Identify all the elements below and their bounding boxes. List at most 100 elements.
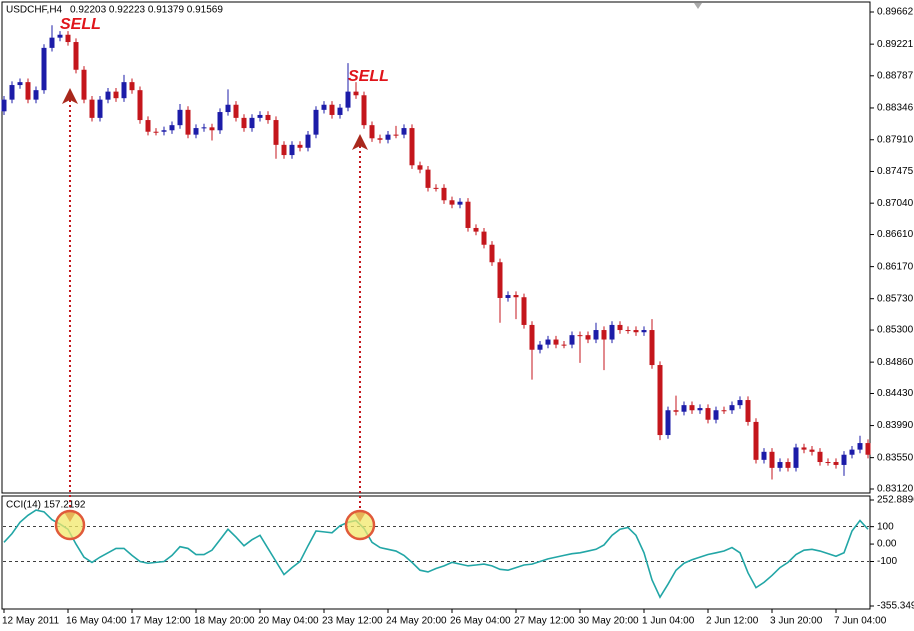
candle-body [41, 47, 47, 91]
marks: 0.89662 0.89221 0.88787 0.88346 0.87910 0.874… [1, 7, 914, 627]
candle-body [305, 134, 311, 148]
candle-body [473, 227, 479, 232]
y-tick-label: 0.87910 [877, 134, 914, 145]
ohlc-info: 0.92203 0.92223 0.91379 0.91569 [70, 5, 223, 16]
candle-body [465, 201, 471, 228]
candle-body [817, 451, 823, 463]
candle-body [153, 131, 159, 133]
y-tick-label: 252.8896 [877, 495, 914, 506]
candle-body [81, 69, 87, 100]
candle-body [249, 117, 255, 129]
candle-body [169, 125, 175, 131]
candle-body [529, 324, 535, 350]
candle-body [401, 128, 407, 135]
y-tick-label: 0.84430 [877, 388, 914, 399]
candle-body [113, 91, 119, 99]
candle-body [593, 330, 599, 340]
y-tick-label: 0.89221 [877, 39, 914, 50]
x-tick-label: 1 Jun 04:00 [642, 616, 695, 627]
candle-body [425, 169, 431, 188]
candle-body [561, 344, 567, 346]
y-tick-label: 0.85300 [877, 325, 914, 336]
cci-title: CCI(14) 157.2192 [6, 500, 86, 511]
candle-body [281, 144, 287, 156]
candle-body [769, 451, 775, 468]
y-tick-label: 0.00 [877, 539, 897, 550]
sell-annotation: SELL [60, 16, 101, 33]
candle-body [57, 34, 63, 38]
candle-body [385, 134, 391, 140]
x-tick-label: 20 May 04:00 [258, 616, 319, 627]
candle-body [745, 400, 751, 422]
sell-annotation: SELL [348, 68, 389, 85]
candle-body [673, 410, 679, 412]
candle-body [753, 421, 759, 460]
candle-body [273, 120, 279, 145]
cci-line [3, 509, 869, 599]
candle-body [73, 42, 79, 70]
y-tick-label: 0.86610 [877, 229, 914, 240]
y-tick-label: 0.85730 [877, 293, 914, 304]
candle-body [801, 447, 807, 450]
candle-body [729, 405, 735, 411]
candle-body [225, 104, 231, 113]
candle-body [721, 410, 727, 412]
candle-body [201, 127, 207, 129]
candle-body [649, 330, 655, 366]
candle-body [321, 104, 327, 110]
candle-body [329, 104, 335, 115]
candle-body [569, 335, 575, 345]
y-tick-label: 0.84860 [877, 357, 914, 368]
candle-body [17, 82, 23, 86]
highlight-circle [344, 509, 376, 541]
x-tick-label: 24 May 20:00 [386, 616, 447, 627]
arrow-head [352, 134, 368, 150]
symbol-title: USDCHF,H4 [6, 5, 63, 16]
candle-body [193, 128, 199, 135]
x-tick-label: 16 May 04:00 [66, 616, 127, 627]
candle-body [777, 462, 783, 468]
candle-body [369, 125, 375, 139]
price-panel [1, 1, 871, 494]
candle-body [705, 408, 711, 420]
candle-body [825, 462, 831, 464]
candle-body [761, 451, 767, 460]
candle-body [353, 91, 359, 96]
x-tick-label: 18 May 20:00 [194, 616, 255, 627]
annotation-arrows [54, 88, 376, 541]
candle-body [697, 408, 703, 411]
candle-body [89, 99, 95, 118]
candle-body [257, 114, 263, 118]
candle-body [129, 82, 135, 91]
candle-body [65, 34, 71, 43]
candle-body [185, 109, 191, 135]
y-tick-label: 0.83550 [877, 452, 914, 463]
candle-body [497, 262, 503, 298]
candle-body [289, 144, 295, 156]
candle-body [1, 99, 7, 112]
candle-body [449, 200, 455, 205]
candle-body [33, 90, 39, 100]
y-tick-label: 0.87040 [877, 198, 914, 209]
candle-body [633, 330, 639, 333]
candle-body [713, 410, 719, 420]
candle-body [217, 112, 223, 131]
y-tick-label: 0.88787 [877, 70, 914, 81]
candle-body [49, 37, 55, 48]
cci-panel [1, 495, 871, 610]
candle-body [841, 454, 847, 465]
candle-body [513, 295, 519, 298]
candle-body [521, 297, 527, 325]
candle-body [809, 449, 815, 452]
candle-body [209, 127, 215, 131]
candle-body [313, 109, 319, 135]
candle-body [617, 324, 623, 331]
candle-body [433, 187, 439, 189]
shift-marker [694, 3, 702, 9]
candle-body [601, 330, 607, 340]
candle-body [297, 144, 303, 148]
candle-body [865, 443, 871, 455]
